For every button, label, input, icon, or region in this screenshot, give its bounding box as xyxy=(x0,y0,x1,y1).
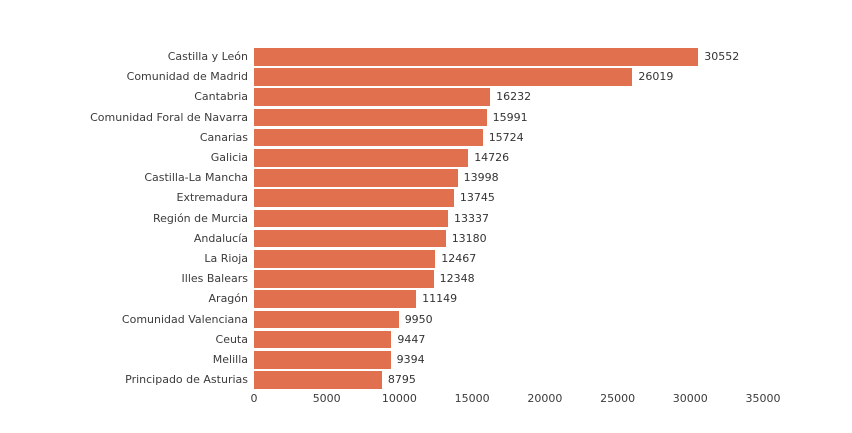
bar xyxy=(254,290,417,308)
bar xyxy=(254,229,446,248)
bar xyxy=(254,371,382,389)
bar xyxy=(254,169,458,187)
category-label: Ceuta xyxy=(215,332,248,346)
value-label: 13998 xyxy=(463,171,499,185)
bar xyxy=(254,270,434,288)
value-label: 16232 xyxy=(496,90,532,104)
value-label: 12467 xyxy=(441,252,477,265)
category-label: Melilla xyxy=(212,353,248,366)
category-label: Extremadura xyxy=(176,191,249,205)
category-label: Cantabria xyxy=(194,90,248,104)
x-tick-label: 25000 xyxy=(600,392,636,405)
category-label: Illes Balears xyxy=(181,272,248,286)
bar xyxy=(254,68,633,86)
bar xyxy=(254,189,454,207)
value-label: 13180 xyxy=(451,231,487,245)
x-tick-label: 15000 xyxy=(454,392,490,405)
category-label: Comunidad Foral de Navarra xyxy=(90,110,248,124)
category-label: Andalucía xyxy=(193,231,248,245)
value-label: 9950 xyxy=(404,312,433,326)
bar xyxy=(254,88,491,106)
x-tick-label: 10000 xyxy=(381,392,417,405)
x-tick-label: 20000 xyxy=(527,392,563,405)
bar xyxy=(254,128,483,147)
category-label: La Rioja xyxy=(204,252,248,265)
bar xyxy=(254,250,436,268)
value-label: 26019 xyxy=(638,70,674,84)
value-label: 30552 xyxy=(704,50,740,63)
x-tick-label: 0 xyxy=(250,392,258,405)
value-label: 9447 xyxy=(397,332,426,346)
category-label: Canarias xyxy=(199,130,248,144)
value-label: 15991 xyxy=(492,110,528,124)
value-label: 15724 xyxy=(488,130,524,144)
bar xyxy=(254,330,392,349)
category-label: Castilla-La Mancha xyxy=(144,171,248,185)
bar xyxy=(254,209,448,228)
value-label: 13745 xyxy=(459,191,495,205)
category-label: Castilla y León xyxy=(167,50,248,63)
value-label: 11149 xyxy=(422,292,458,306)
bar xyxy=(254,108,487,127)
category-label: Comunidad de Madrid xyxy=(126,70,248,84)
value-label: 9394 xyxy=(396,353,425,366)
x-tick-label: 5000 xyxy=(312,392,341,405)
bar xyxy=(254,351,391,369)
x-tick-label: 35000 xyxy=(745,392,781,405)
bar xyxy=(254,149,469,167)
value-label: 8795 xyxy=(387,373,416,387)
category-label: Aragón xyxy=(208,292,248,306)
value-label: 12348 xyxy=(439,272,475,286)
value-label: 13337 xyxy=(454,211,489,225)
bar xyxy=(254,48,699,66)
x-tick-label: 30000 xyxy=(672,392,708,405)
category-label: Galicia xyxy=(210,151,248,164)
category-label: Región de Murcia xyxy=(153,211,248,225)
category-label: Principado de Asturias xyxy=(125,373,248,387)
bar xyxy=(254,310,399,329)
value-label: 14726 xyxy=(474,151,510,164)
category-label: Comunidad Valenciana xyxy=(121,312,248,326)
